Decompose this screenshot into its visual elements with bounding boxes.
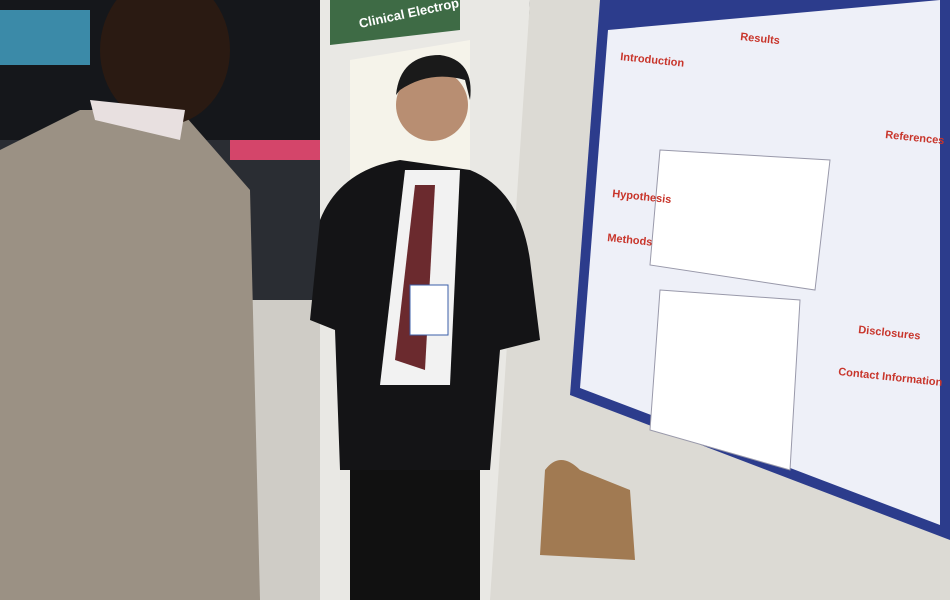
name-badge (409, 284, 449, 336)
poster-table (649, 149, 831, 291)
listener-jacket (0, 110, 260, 600)
listener-head (100, 0, 230, 125)
poster-forest-plot (649, 289, 801, 471)
poster-heading: Methods (607, 232, 653, 249)
blue-sign (0, 10, 90, 65)
presenter-hair (396, 55, 471, 100)
handbag (540, 460, 635, 560)
banner-sign (330, 0, 460, 45)
presenter-trousers (350, 470, 480, 600)
poster-heading: Results (740, 31, 781, 47)
presenter-head (396, 69, 468, 141)
listener-collar (90, 100, 185, 140)
pink-banners (230, 140, 320, 160)
